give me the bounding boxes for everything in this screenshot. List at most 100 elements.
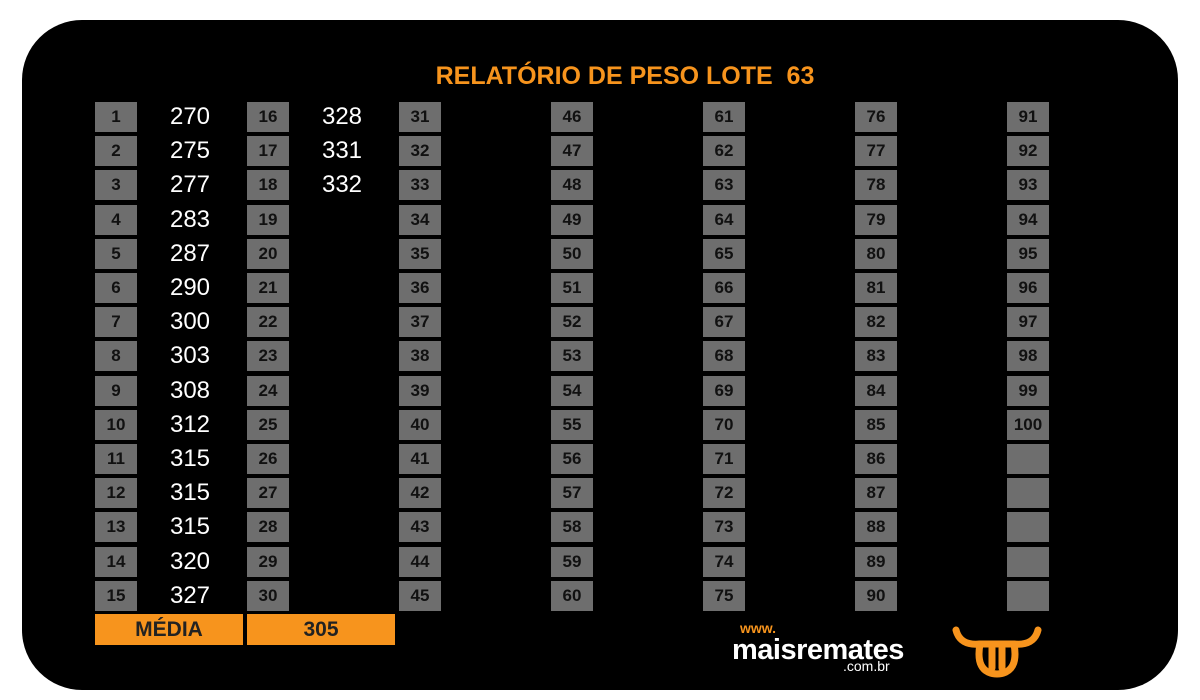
lot-number: 80 — [855, 238, 897, 269]
lot-number: 96 — [1007, 273, 1049, 303]
weight: 303 — [169, 342, 211, 370]
lot-number: 97 — [1007, 307, 1049, 338]
lot-number: 67 — [703, 307, 745, 338]
lot-number: 4 — [95, 204, 137, 235]
lot-number: 46 — [551, 102, 593, 132]
lot-number: 58 — [551, 512, 593, 543]
lot-number: 14 — [95, 546, 137, 577]
lot-number: 37 — [399, 307, 441, 338]
lot-number: 70 — [703, 409, 745, 440]
lot-number: 17 — [247, 136, 289, 167]
lot-number: 3 — [95, 170, 137, 201]
lot-number: 12 — [95, 478, 137, 509]
lot-number: 36 — [399, 273, 441, 303]
weight: 290 — [169, 274, 211, 301]
lot-number: 87 — [855, 478, 897, 509]
lot-number: 16 — [247, 102, 289, 132]
lot-number: 85 — [855, 409, 897, 440]
lot-number: 91 — [1007, 102, 1049, 132]
bull-icon — [952, 626, 1042, 678]
lot-number: 8 — [95, 341, 137, 372]
lot-number: 6 — [95, 273, 137, 303]
lot-number: 74 — [703, 546, 745, 577]
logo-prefix: www. — [740, 620, 777, 636]
lot-number: 38 — [399, 341, 441, 372]
weight: 275 — [169, 137, 211, 165]
lot-number: 64 — [703, 204, 745, 235]
lot-number: 45 — [399, 580, 441, 611]
lot-number: 5 — [95, 238, 137, 269]
lot-number: 34 — [399, 204, 441, 235]
weight: 315 — [169, 479, 211, 507]
lot-number: 78 — [855, 170, 897, 201]
weight: 315 — [169, 513, 211, 541]
lot-number: 71 — [703, 444, 745, 474]
weight: 327 — [169, 581, 211, 609]
weight: 300 — [169, 308, 211, 336]
lot-number: 32 — [399, 136, 441, 167]
empty-box — [1007, 444, 1049, 474]
lot-number: 55 — [551, 409, 593, 440]
lot-number: 68 — [703, 341, 745, 372]
lot-number: 49 — [551, 204, 593, 235]
lot-number: 7 — [95, 307, 137, 338]
lot-number: 30 — [247, 580, 289, 611]
lot-number: 26 — [247, 444, 289, 474]
weight: 320 — [169, 547, 211, 575]
weight: 328 — [321, 103, 363, 130]
lot-number: 11 — [95, 444, 137, 474]
lot-number: 35 — [399, 238, 441, 269]
weight: 331 — [321, 137, 363, 165]
lot-number: 25 — [247, 409, 289, 440]
lot-number: 13 — [95, 512, 137, 543]
lot-number: 10 — [95, 409, 137, 440]
weight: 312 — [169, 410, 211, 438]
lot-number: 23 — [247, 341, 289, 372]
lot-number: 75 — [703, 580, 745, 611]
lot-number: 15 — [95, 580, 137, 611]
lot-number: 50 — [551, 238, 593, 269]
lot-number: 98 — [1007, 341, 1049, 372]
lot-number: 44 — [399, 546, 441, 577]
lot-number: 90 — [855, 580, 897, 611]
lot-number: 69 — [703, 375, 745, 406]
weight: 287 — [169, 239, 211, 267]
weight: 283 — [169, 205, 211, 233]
lot-number: 99 — [1007, 375, 1049, 406]
lot-number: 42 — [399, 478, 441, 509]
lot-number: 33 — [399, 170, 441, 201]
lot-number: 19 — [247, 204, 289, 235]
lot-number: 27 — [247, 478, 289, 509]
lot-number: 86 — [855, 444, 897, 474]
lot-number: 51 — [551, 273, 593, 303]
lot-number: 53 — [551, 341, 593, 372]
lot-number: 52 — [551, 307, 593, 338]
lot-number: 56 — [551, 444, 593, 474]
lot-number: 62 — [703, 136, 745, 167]
lot-number: 24 — [247, 375, 289, 406]
lot-number: 89 — [855, 546, 897, 577]
lot-number: 100 — [1007, 409, 1049, 440]
lot-number: 81 — [855, 273, 897, 303]
lot-number: 40 — [399, 409, 441, 440]
lot-number: 43 — [399, 512, 441, 543]
lot-number: 18 — [247, 170, 289, 201]
lot-number: 54 — [551, 375, 593, 406]
lot-number: 21 — [247, 273, 289, 303]
lot-number: 63 — [703, 170, 745, 201]
lot-number: 77 — [855, 136, 897, 167]
card — [22, 20, 1178, 690]
lot-number: 20 — [247, 238, 289, 269]
lot-number: 65 — [703, 238, 745, 269]
lot-number: 73 — [703, 512, 745, 543]
lot-number: 1 — [95, 102, 137, 132]
lot-number: 83 — [855, 341, 897, 372]
empty-box — [1007, 512, 1049, 543]
average-value: 305 — [247, 614, 395, 645]
lot-number: 61 — [703, 102, 745, 132]
lot-number: 94 — [1007, 204, 1049, 235]
lot-number: 48 — [551, 170, 593, 201]
weight: 315 — [169, 445, 211, 472]
empty-box — [1007, 546, 1049, 577]
